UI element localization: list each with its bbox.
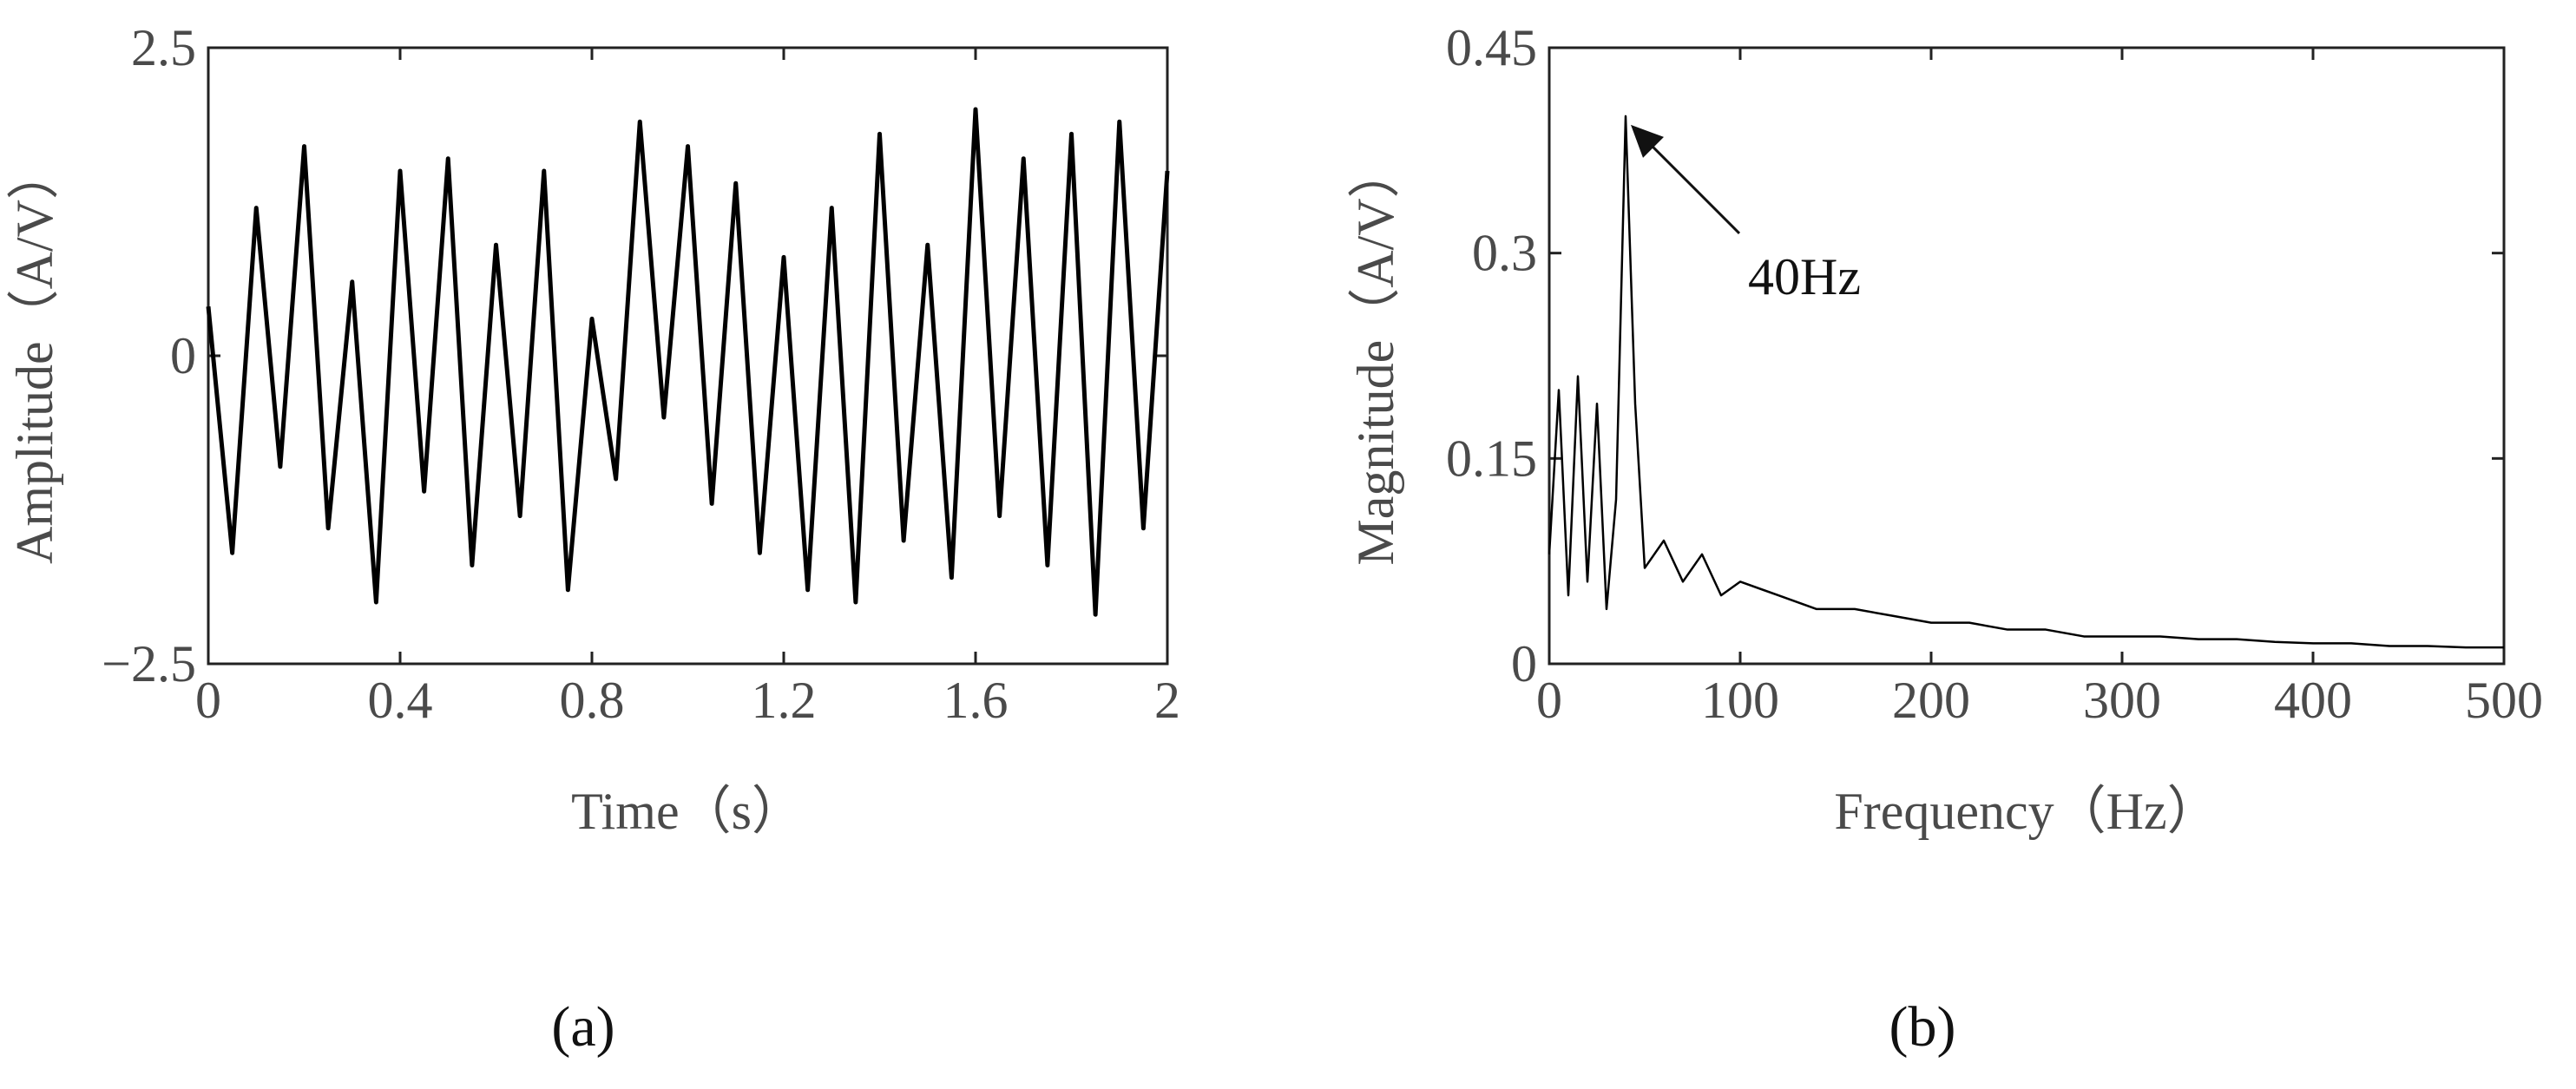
chart-a-x-tick-label-2: 0.8 — [560, 672, 625, 729]
chart-a-x-tick-label-5: 2 — [1154, 672, 1180, 729]
chart-b-x-tick-label-3: 300 — [2083, 672, 2161, 729]
chart-a-x-axis-title: Time（s） — [571, 783, 804, 840]
chart-b-series — [1548, 115, 2504, 649]
chart-a-y-axis-title: Amplitude（A/V） — [6, 148, 63, 564]
chart-b-x-tick-label-0: 0 — [1536, 672, 1562, 729]
chart-b-y-tick-label-3: 0.45 — [1446, 19, 1537, 76]
chart-b-plot-frame — [1548, 46, 2506, 666]
chart-b-x-tick-label-1: 100 — [1701, 672, 1779, 729]
chart-a-y-tick-label-2: 2.5 — [131, 19, 196, 76]
chart-a: 0 0.4 0.8 1.2 1.6 2−2.502.5 Time（s） Amplitude… — [6, 19, 1180, 1059]
chart-b-x-axis-title: Frequency（Hz） — [1834, 783, 2218, 840]
chart-b-y-tick-label-0: 0 — [1511, 635, 1537, 692]
chart-a-x-tick-label-0: 0 — [195, 672, 221, 729]
chart-b-panel-label: (b) — [1889, 995, 1956, 1059]
chart-a-x-tick-label-1: 0.4 — [368, 672, 433, 729]
chart-a-series — [206, 107, 1170, 617]
chart-b: 0 100 200 300 400 500 0 0.15 0.3 0.45 40Hz Freque… — [1347, 19, 2543, 1059]
chart-a-ticks: 0 0.4 0.8 1.2 1.6 2−2.502.5 — [102, 19, 1180, 729]
chart-b-annotation-arrow-head — [1631, 124, 1664, 158]
chart-b-x-tick-label-4: 400 — [2274, 672, 2352, 729]
chart-a-panel-label: (a) — [551, 995, 614, 1059]
chart-b-x-tick-label-2: 200 — [1892, 672, 1970, 729]
chart-b-ticks: 0 100 200 300 400 500 0 0.15 0.3 0.45 — [1446, 19, 2543, 729]
chart-b-x-tick-label-5: 500 — [2465, 672, 2543, 729]
chart-b-annotation-label: 40Hz — [1748, 248, 1861, 305]
chart-b-annotation: 40Hz — [1631, 124, 1861, 305]
chart-a-series-line-0 — [206, 107, 1170, 617]
chart-b-y-tick-label-1: 0.15 — [1446, 430, 1537, 487]
chart-b-series-line-0 — [1548, 115, 2504, 649]
chart-a-y-tick-label-0: −2.5 — [102, 635, 196, 692]
chart-b-y-axis-title: Magnitude（A/V） — [1347, 146, 1404, 565]
chart-a-x-tick-label-4: 1.6 — [943, 672, 1009, 729]
chart-b-y-tick-label-2: 0.3 — [1472, 225, 1537, 282]
chart-a-y-tick-label-1: 0 — [170, 327, 196, 384]
chart-b-annotation-arrow-line — [1645, 139, 1741, 234]
chart-a-plot-frame — [207, 46, 1169, 666]
chart-a-x-tick-label-3: 1.2 — [752, 672, 817, 729]
